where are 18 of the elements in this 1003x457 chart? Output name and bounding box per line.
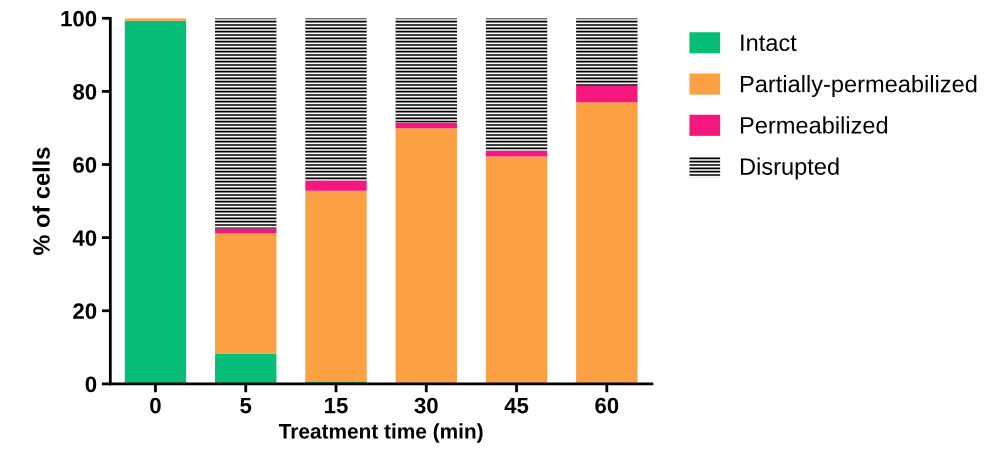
x-tick-label: 0	[150, 397, 161, 414]
legend-label: Intact	[741, 34, 797, 52]
legend-label: Partially-permeabilized	[740, 75, 977, 98]
x-tick-label: 5	[240, 397, 252, 414]
y-tick-label: 0	[85, 376, 97, 393]
y-tick-label: 20	[73, 303, 97, 320]
x-tick-label: 30	[414, 397, 438, 414]
x-tick-label: 45	[504, 397, 529, 414]
legend-label: Permeabilized	[740, 116, 888, 134]
y-tick-label: 60	[73, 157, 97, 173]
y-tick-label: 100	[61, 10, 97, 27]
x-tick-label: 15	[325, 397, 348, 414]
x-axis-title: Treatment time (min)	[278, 423, 483, 443]
y-axis-title: % of cells	[32, 147, 50, 255]
y-tick-label: 80	[73, 83, 97, 100]
legend-label: Disrupted	[740, 157, 839, 180]
x-tick-label: 60	[595, 397, 619, 414]
y-tick-label: 40	[72, 230, 97, 246]
